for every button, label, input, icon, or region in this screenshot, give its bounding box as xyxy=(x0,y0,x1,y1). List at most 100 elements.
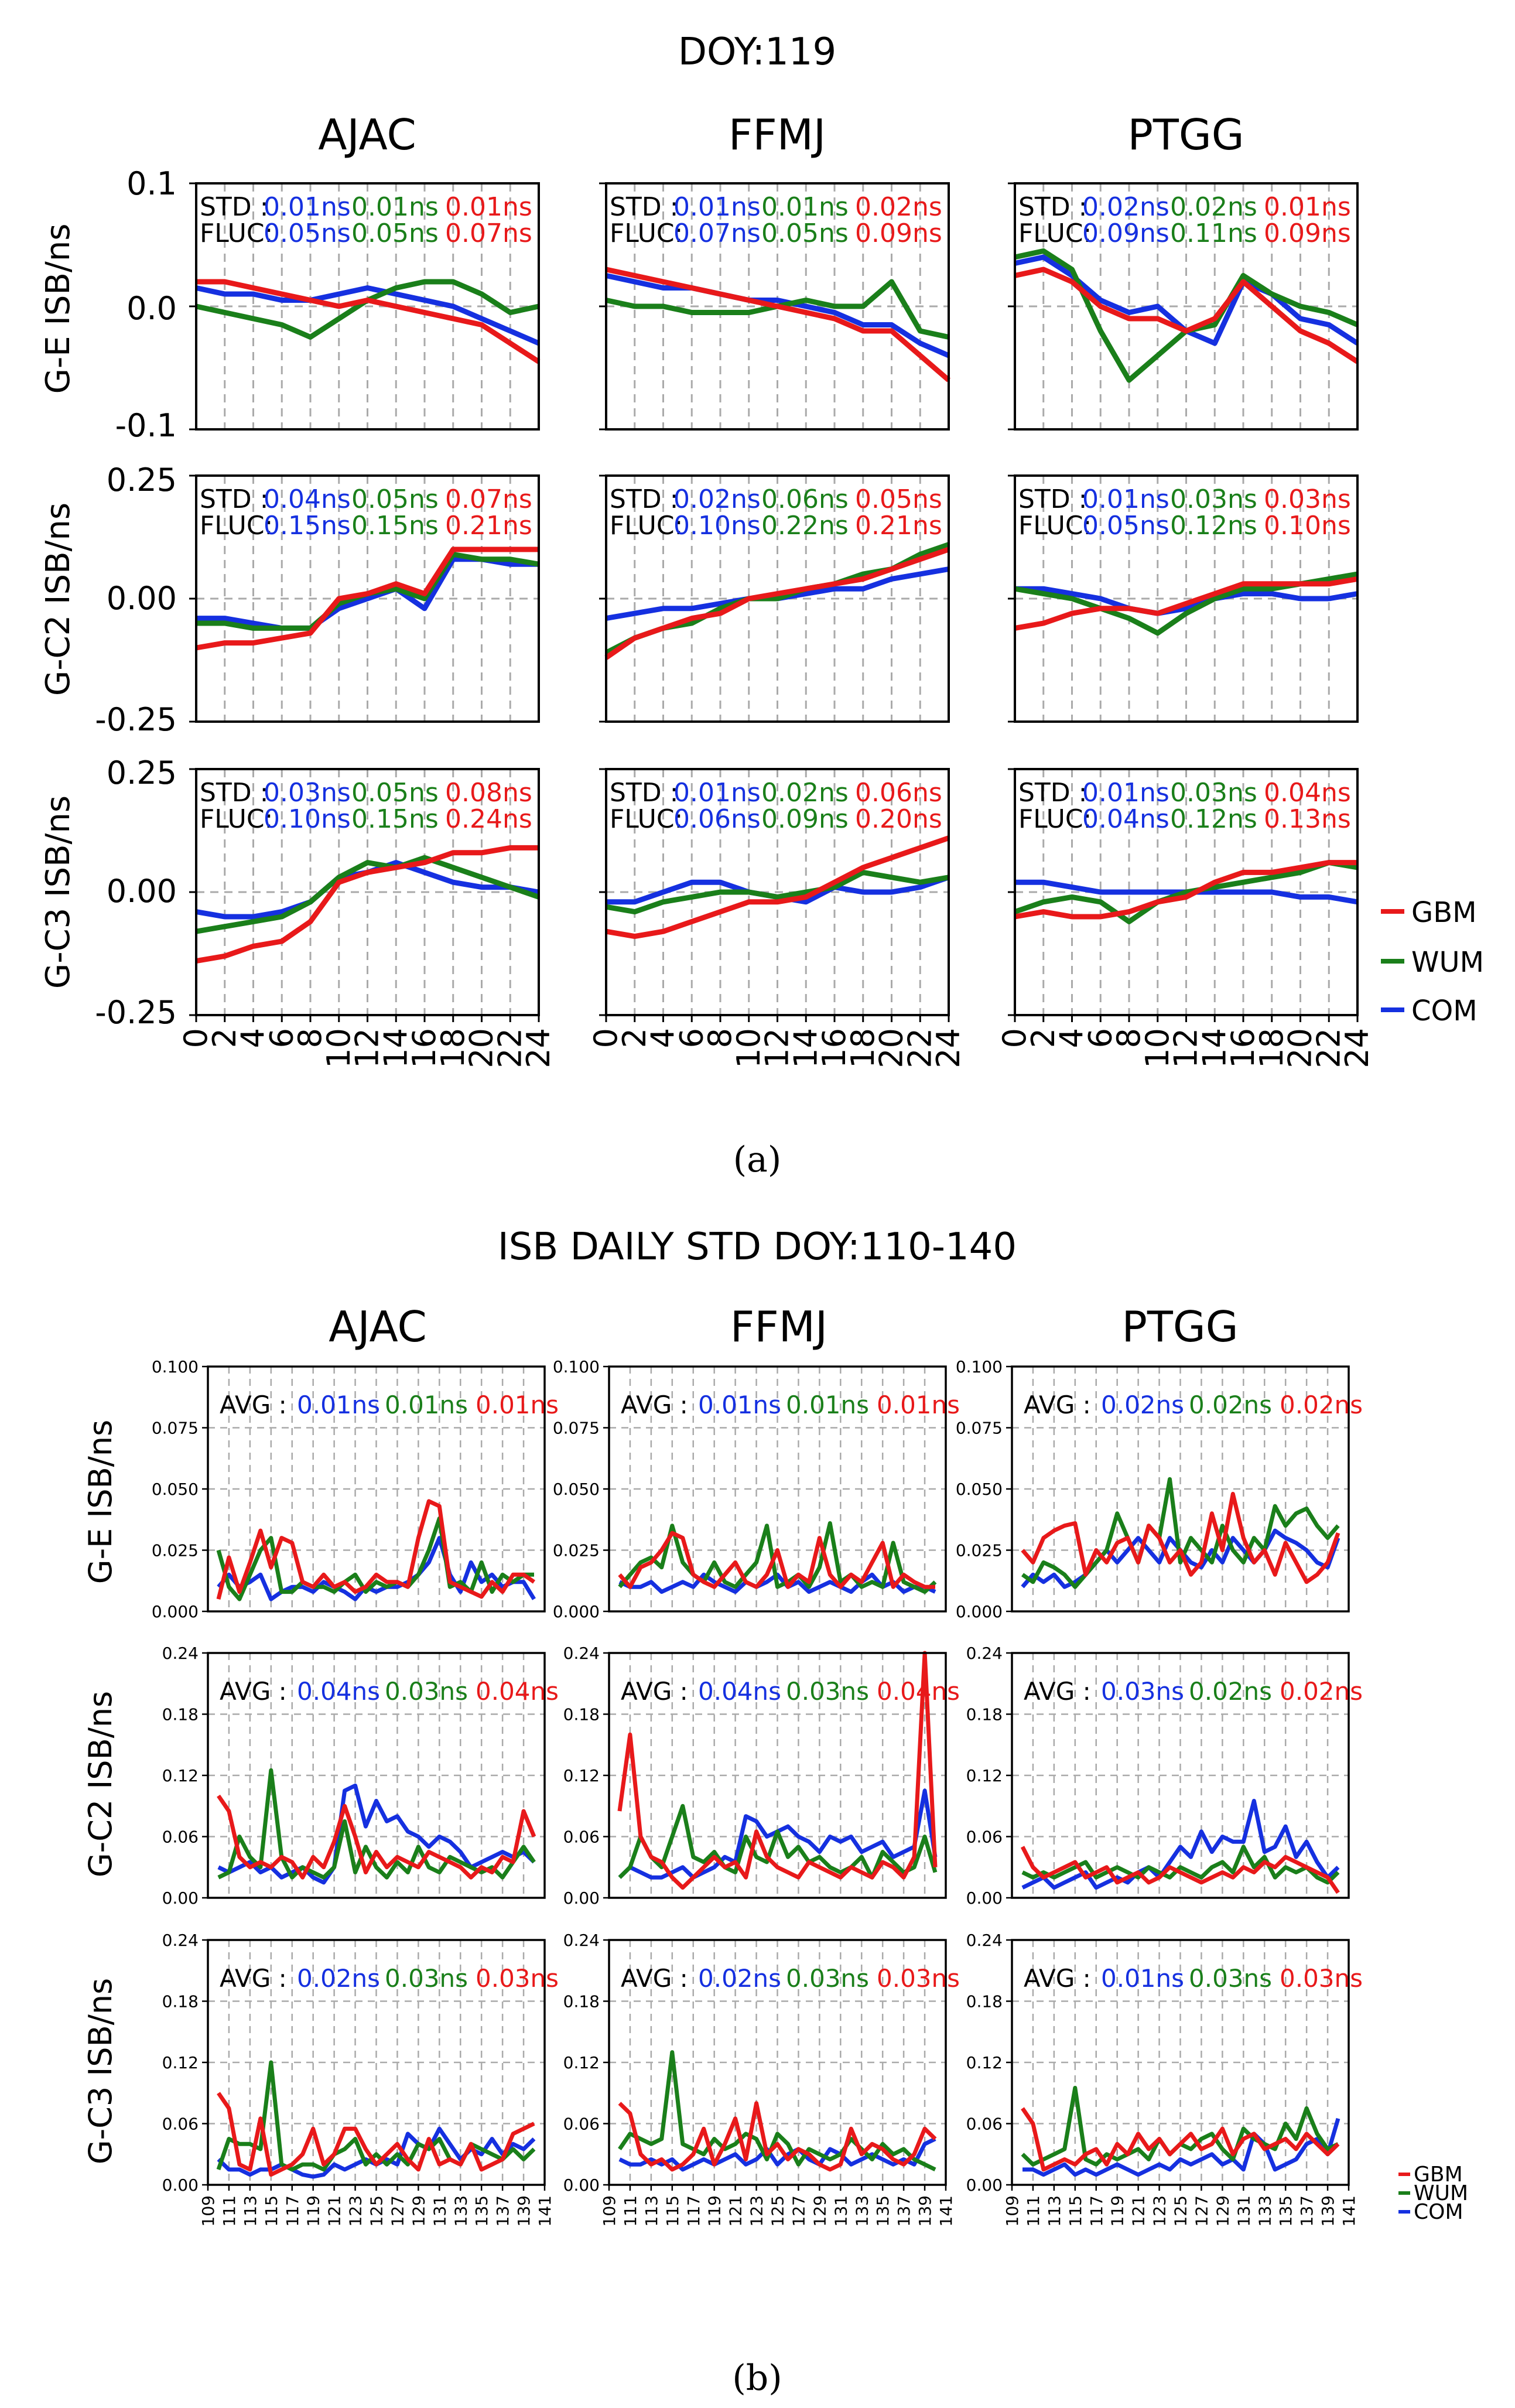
fluc-value-a-g-c2-isb-ns-ajac-2: 0.21ns xyxy=(445,511,532,541)
panel-a-ytick-gc3-top: 0.25 xyxy=(107,754,177,791)
panel-a-ylabel-ge: G-E ISB/ns xyxy=(39,224,77,394)
xtick-label-b-g-c3-isb-ns-ajac-133: 133 xyxy=(451,2195,470,2226)
ytick-label-b-g-c3-isb-ns-ptgg: 0.00 xyxy=(966,2175,1003,2195)
series-a-g-c2-isb-ns-ffmj-gbm xyxy=(604,547,950,660)
ytick-label-b-g-c2-isb-ns-ptgg: 0.24 xyxy=(966,1644,1003,1663)
std-label-a-g-e-isb-ns-ptgg: STD : xyxy=(1018,192,1087,222)
xtick-label-b-g-c3-isb-ns-ajac-119: 119 xyxy=(304,2195,323,2226)
ytick-label-b-g-e-isb-ns-ptgg: 0.025 xyxy=(956,1541,1003,1560)
std-value-a-g-e-isb-ns-ffmj-2: 0.02ns xyxy=(855,192,942,222)
avg-label-b-g-c2-isb-ns-ajac: AVG : xyxy=(220,1677,287,1706)
subplot-a-g-c3-isb-ns-ffmj: STD :FLUC:0.01ns 0.02ns 0.06ns 0.06ns 0.09ns… xyxy=(587,768,967,1068)
panel-b-ylabel-ge: G-E ISB/ns xyxy=(82,1420,119,1584)
std-value-a-g-c2-isb-ns-ffmj-2: 0.05ns xyxy=(855,484,942,514)
ytick-label-b-g-c2-isb-ns-ffmj: 0.00 xyxy=(563,1888,600,1908)
series-b-g-e-isb-ns-ajac-com xyxy=(217,1536,536,1601)
series-a-g-c3-isb-ns-ajac-wum xyxy=(196,855,540,934)
frame-a-g-e-isb-ns-ptgg xyxy=(1014,182,1359,431)
xtick-label-b-g-c3-isb-ns-ajac-141: 141 xyxy=(535,2195,555,2226)
xtick-label-b-g-c3-isb-ns-ffmj-109: 109 xyxy=(600,2195,619,2226)
xtick-label-b-g-c3-isb-ns-ptgg-135: 135 xyxy=(1276,2195,1295,2226)
xtick-label-a-g-c3-isb-ns-ajac-2: 2 xyxy=(206,1028,243,1048)
avg-value-b-g-c2-isb-ns-ffmj-2: 0.04ns xyxy=(877,1677,960,1706)
xtick-label-a-g-c3-isb-ns-ffmj-22: 22 xyxy=(901,1028,938,1068)
ytick-label-b-g-c2-isb-ns-ptgg: 0.12 xyxy=(966,1766,1003,1785)
ytick-label-b-g-c2-isb-ns-ptgg: 0.00 xyxy=(966,1888,1003,1908)
std-value-a-g-c3-isb-ns-ffmj-0: 0.01ns xyxy=(673,778,761,808)
ytick-label-b-g-c3-isb-ns-ffmj: 0.18 xyxy=(563,1992,600,2011)
avg-label-b-g-e-isb-ns-ffmj: AVG : xyxy=(621,1391,688,1419)
frame-b-g-c2-isb-ns-ajac xyxy=(207,1652,546,1899)
series-a-g-e-isb-ns-ffmj-com xyxy=(606,273,950,358)
xtick-label-a-g-c3-isb-ns-ptgg-0: 0 xyxy=(996,1028,1033,1048)
subplot-a-g-c3-isb-ns-ptgg: STD :FLUC:0.01ns 0.03ns 0.04ns 0.04ns 0.12ns… xyxy=(996,768,1376,1068)
std-label-a-g-c2-isb-ns-ptgg: STD : xyxy=(1018,484,1087,514)
ytick-label-b-g-e-isb-ns-ffmj: 0.100 xyxy=(553,1357,600,1377)
avg-value-b-g-e-isb-ns-ajac-2: 0.01ns xyxy=(476,1391,559,1419)
avg-value-b-g-c3-isb-ns-ffmj-1: 0.03ns xyxy=(786,1964,869,1993)
series-a-g-c2-isb-ns-ptgg-com xyxy=(1015,586,1358,616)
fluc-value-a-g-c2-isb-ns-ptgg-2: 0.10ns xyxy=(1264,511,1351,541)
fluc-label-a-g-e-isb-ns-ajac: FLUC: xyxy=(200,218,273,248)
fluc-label-a-g-c3-isb-ns-ajac: FLUC: xyxy=(200,804,273,834)
series-b-g-e-isb-ns-ptgg-wum xyxy=(1021,1477,1340,1589)
xtick-label-a-g-c3-isb-ns-ptgg-24: 24 xyxy=(1339,1028,1376,1068)
fluc-value-a-g-e-isb-ns-ffmj-1: 0.05ns xyxy=(761,218,849,248)
xtick-label-a-g-c3-isb-ns-ffmj-20: 20 xyxy=(873,1028,910,1068)
avg-value-b-g-c3-isb-ns-ffmj-0: 0.02ns xyxy=(698,1964,781,1993)
avg-value-b-g-c2-isb-ns-ffmj-0: 0.04ns xyxy=(698,1677,781,1706)
series-a-g-e-isb-ns-ajac-com xyxy=(196,285,540,346)
xtick-label-a-g-c3-isb-ns-ptgg-4: 4 xyxy=(1054,1028,1090,1048)
series-b-g-c2-isb-ns-ffmj-wum xyxy=(618,1804,938,1880)
xtick-label-a-g-c3-isb-ns-ffmj-2: 2 xyxy=(616,1028,653,1048)
series-b-g-c3-isb-ns-ajac-gbm xyxy=(217,2092,535,2177)
fluc-value-a-g-c3-isb-ns-ffmj-2: 0.20ns xyxy=(855,804,942,834)
std-value-a-g-c3-isb-ns-ffmj-2: 0.06ns xyxy=(855,778,942,808)
xtick-label-b-g-c3-isb-ns-ptgg-127: 127 xyxy=(1192,2195,1211,2226)
avg-label-b-g-c2-isb-ns-ffmj: AVG : xyxy=(621,1677,688,1706)
std-value-a-g-e-isb-ns-ptgg-1: 0.02ns xyxy=(1170,192,1257,222)
legend-a-com: COM xyxy=(1411,995,1478,1027)
series-b-g-c3-isb-ns-ajac-wum xyxy=(216,2060,536,2172)
xtick-label-b-g-c3-isb-ns-ptgg-137: 137 xyxy=(1297,2195,1316,2226)
xtick-label-b-g-c3-isb-ns-ffmj-139: 139 xyxy=(915,2195,935,2226)
xtick-label-a-g-c3-isb-ns-ajac-4: 4 xyxy=(235,1028,272,1048)
series-a-g-e-isb-ns-ptgg-gbm xyxy=(1014,267,1359,364)
series-b-g-c3-isb-ns-ffmj-gbm xyxy=(618,2101,937,2172)
series-a-g-c3-isb-ns-ajac-gbm xyxy=(196,845,539,964)
legend-b-gbm: GBM xyxy=(1414,2163,1463,2187)
ytick-label-b-g-c3-isb-ns-ajac: 0.12 xyxy=(162,2053,199,2072)
panel-a-caption: (a) xyxy=(733,1139,782,1180)
xtick-label-a-g-c3-isb-ns-ffmj-12: 12 xyxy=(759,1028,796,1068)
panel-b-caption: (b) xyxy=(732,2358,782,2399)
xtick-label-b-g-c3-isb-ns-ptgg-115: 115 xyxy=(1066,2195,1085,2226)
ytick-label-b-g-c2-isb-ns-ajac: 0.12 xyxy=(162,1766,199,1785)
fluc-label-a-g-e-isb-ns-ffmj: FLUC: xyxy=(610,218,683,248)
std-value-a-g-c2-isb-ns-ajac-2: 0.07ns xyxy=(445,484,532,514)
xtick-label-a-g-c3-isb-ns-ajac-16: 16 xyxy=(406,1028,443,1068)
std-value-a-g-e-isb-ns-ajac-0: 0.01ns xyxy=(264,192,351,222)
series-b-g-c2-isb-ns-ptgg-gbm xyxy=(1020,1846,1340,1894)
xtick-label-b-g-c3-isb-ns-ajac-127: 127 xyxy=(388,2195,407,2226)
xtick-label-b-g-c3-isb-ns-ptgg-131: 131 xyxy=(1234,2195,1253,2226)
avg-value-b-g-e-isb-ns-ptgg-2: 0.02ns xyxy=(1280,1391,1363,1419)
avg-value-b-g-c2-isb-ns-ajac-2: 0.04ns xyxy=(476,1677,559,1706)
ytick-label-b-g-e-isb-ns-ajac: 0.050 xyxy=(152,1480,199,1499)
xtick-label-b-g-c3-isb-ns-ajac-139: 139 xyxy=(514,2195,534,2226)
series-a-g-e-isb-ns-ffmj-gbm xyxy=(606,267,950,382)
xtick-label-a-g-c3-isb-ns-ajac-14: 14 xyxy=(377,1028,414,1068)
series-a-g-c3-isb-ns-ffmj-wum xyxy=(606,869,949,915)
ytick-label-b-g-c3-isb-ns-ptgg: 0.18 xyxy=(966,1992,1003,2011)
xtick-label-b-g-c3-isb-ns-ffmj-141: 141 xyxy=(936,2195,956,2226)
xtick-label-a-g-c3-isb-ns-ffmj-16: 16 xyxy=(816,1028,853,1068)
ytick-label-b-g-c3-isb-ns-ffmj: 0.00 xyxy=(563,2175,600,2195)
ytick-label-b-g-c3-isb-ns-ffmj: 0.24 xyxy=(563,1931,600,1950)
xtick-label-b-g-c3-isb-ns-ffmj-131: 131 xyxy=(831,2195,850,2226)
fluc-value-a-g-e-isb-ns-ptgg-2: 0.09ns xyxy=(1264,218,1351,248)
panel-a-ytick-ge-bot: -0.1 xyxy=(115,407,177,444)
xtick-label-b-g-c3-isb-ns-ajac-125: 125 xyxy=(367,2195,387,2226)
